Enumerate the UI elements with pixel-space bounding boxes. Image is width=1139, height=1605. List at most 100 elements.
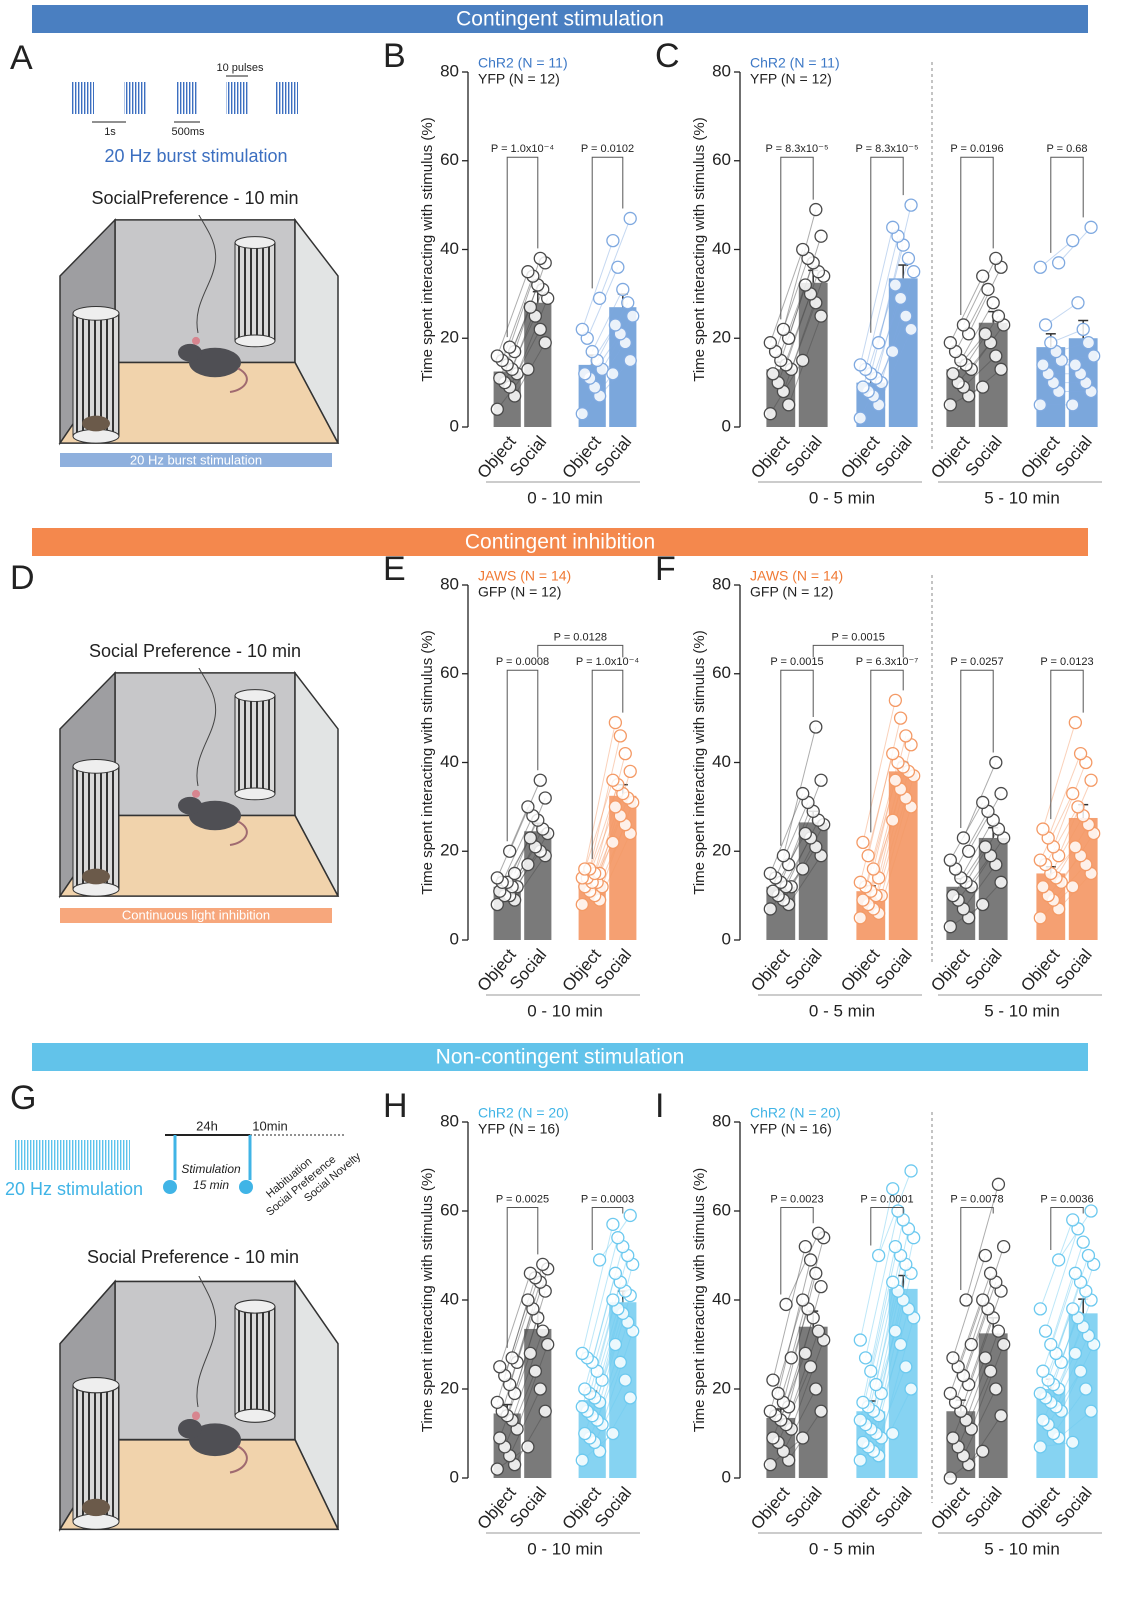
data-point (943, 336, 957, 350)
data-point (1081, 1248, 1096, 1263)
y-tick-label: 40 (712, 1289, 731, 1308)
data-point (575, 1346, 589, 1361)
data-point (994, 875, 1008, 889)
data-point (899, 309, 913, 323)
data-point (809, 1266, 823, 1280)
test-label: SocialPreference - 10 min (91, 188, 298, 208)
legend-entry: ChR2 (N = 11) (478, 55, 568, 71)
p-bracket (506, 156, 539, 338)
pair-line (788, 780, 822, 865)
data-point (490, 402, 504, 416)
data-point (766, 884, 780, 898)
data-point (608, 1337, 623, 1352)
legend-entry: JAWS (N = 14) (750, 568, 843, 584)
category-label: Social (1051, 945, 1095, 993)
legend-entry: YFP (N = 16) (750, 1121, 832, 1137)
data-point (956, 831, 971, 845)
data-point (886, 1182, 900, 1196)
arena (59, 215, 339, 445)
data-point (1033, 853, 1047, 867)
data-point (893, 711, 908, 725)
data-point (523, 831, 538, 845)
pair-line (870, 244, 904, 374)
data-point (1071, 800, 1085, 814)
data-point (901, 251, 916, 266)
p-bracket (591, 156, 624, 289)
pair-line (601, 315, 634, 370)
data-point (997, 1239, 1011, 1254)
data-point (1038, 318, 1053, 332)
y-tick-label: 60 (440, 1200, 459, 1219)
data-point (623, 764, 637, 779)
data-point (782, 398, 796, 412)
pair-line (1047, 753, 1082, 839)
data-point (872, 336, 886, 350)
pair-line (785, 271, 819, 366)
pair-line (769, 793, 804, 874)
data-point (490, 871, 504, 885)
data-point (784, 1351, 798, 1365)
data-point (861, 849, 875, 863)
data-point (907, 265, 921, 279)
data-point (578, 367, 592, 381)
p-bracket (780, 156, 814, 320)
y-tick-label: 40 (712, 752, 731, 771)
pair-line (1058, 780, 1092, 856)
p-value: P = 0.0001 (860, 1193, 913, 1205)
timeline (163, 1134, 345, 1194)
data-point (856, 835, 870, 850)
pair-line (970, 837, 1005, 888)
y-tick-label: 80 (712, 1111, 731, 1130)
data-point (886, 1275, 900, 1289)
pair-line (1047, 855, 1081, 896)
legend-entry: ChR2 (N = 20) (750, 1105, 841, 1121)
pair-line (1052, 1290, 1087, 1385)
data-point (521, 1440, 535, 1454)
p-value: P = 0.0257 (950, 656, 1003, 668)
data-point (946, 1431, 960, 1445)
pair-line (1058, 1410, 1092, 1439)
p-value: P = 0.0025 (496, 1193, 549, 1205)
data-point (796, 786, 810, 801)
pair-line (584, 1273, 616, 1390)
pair-line (968, 267, 1002, 335)
panel-letter: G (10, 1079, 36, 1117)
data-point (888, 773, 902, 787)
data-point (991, 1177, 1006, 1191)
data-point (856, 1395, 870, 1409)
arena (58, 1276, 340, 1531)
data-point (1033, 260, 1047, 274)
data-point (608, 800, 623, 814)
data-point (1073, 1364, 1088, 1378)
data-point (856, 380, 870, 394)
y-axis-label: Time spent interacting with stimulus (%) (419, 1168, 436, 1433)
pair-line (594, 342, 626, 388)
data-point (1068, 358, 1082, 372)
data-point (858, 1351, 873, 1365)
y-axis-label: Time spent interacting with stimulus (%) (419, 630, 436, 895)
pair-line (878, 329, 912, 406)
y-tick-label: 80 (712, 574, 731, 593)
data-point (521, 857, 535, 872)
data-point (814, 1280, 828, 1294)
data-point (994, 1409, 1008, 1423)
pair-line (962, 1388, 997, 1456)
data-point (490, 897, 504, 912)
panel-letter: E (383, 550, 406, 588)
category-label: Object (927, 945, 973, 995)
data-point (578, 1426, 592, 1441)
data-point (943, 1471, 957, 1485)
data-point (608, 1266, 623, 1280)
data-point (1066, 1435, 1080, 1450)
data-point (976, 269, 990, 283)
data-point (811, 1324, 826, 1338)
data-point (853, 411, 867, 425)
pair-line (501, 815, 534, 883)
section-title: Contingent stimulation (456, 8, 664, 31)
p-bracket (960, 669, 994, 828)
p-value: P = 1.0x10⁻⁴ (576, 656, 640, 668)
pair-line (865, 236, 899, 370)
legend-entry: YFP (N = 12) (750, 71, 832, 87)
data-point (585, 344, 599, 359)
data-point (856, 893, 870, 907)
